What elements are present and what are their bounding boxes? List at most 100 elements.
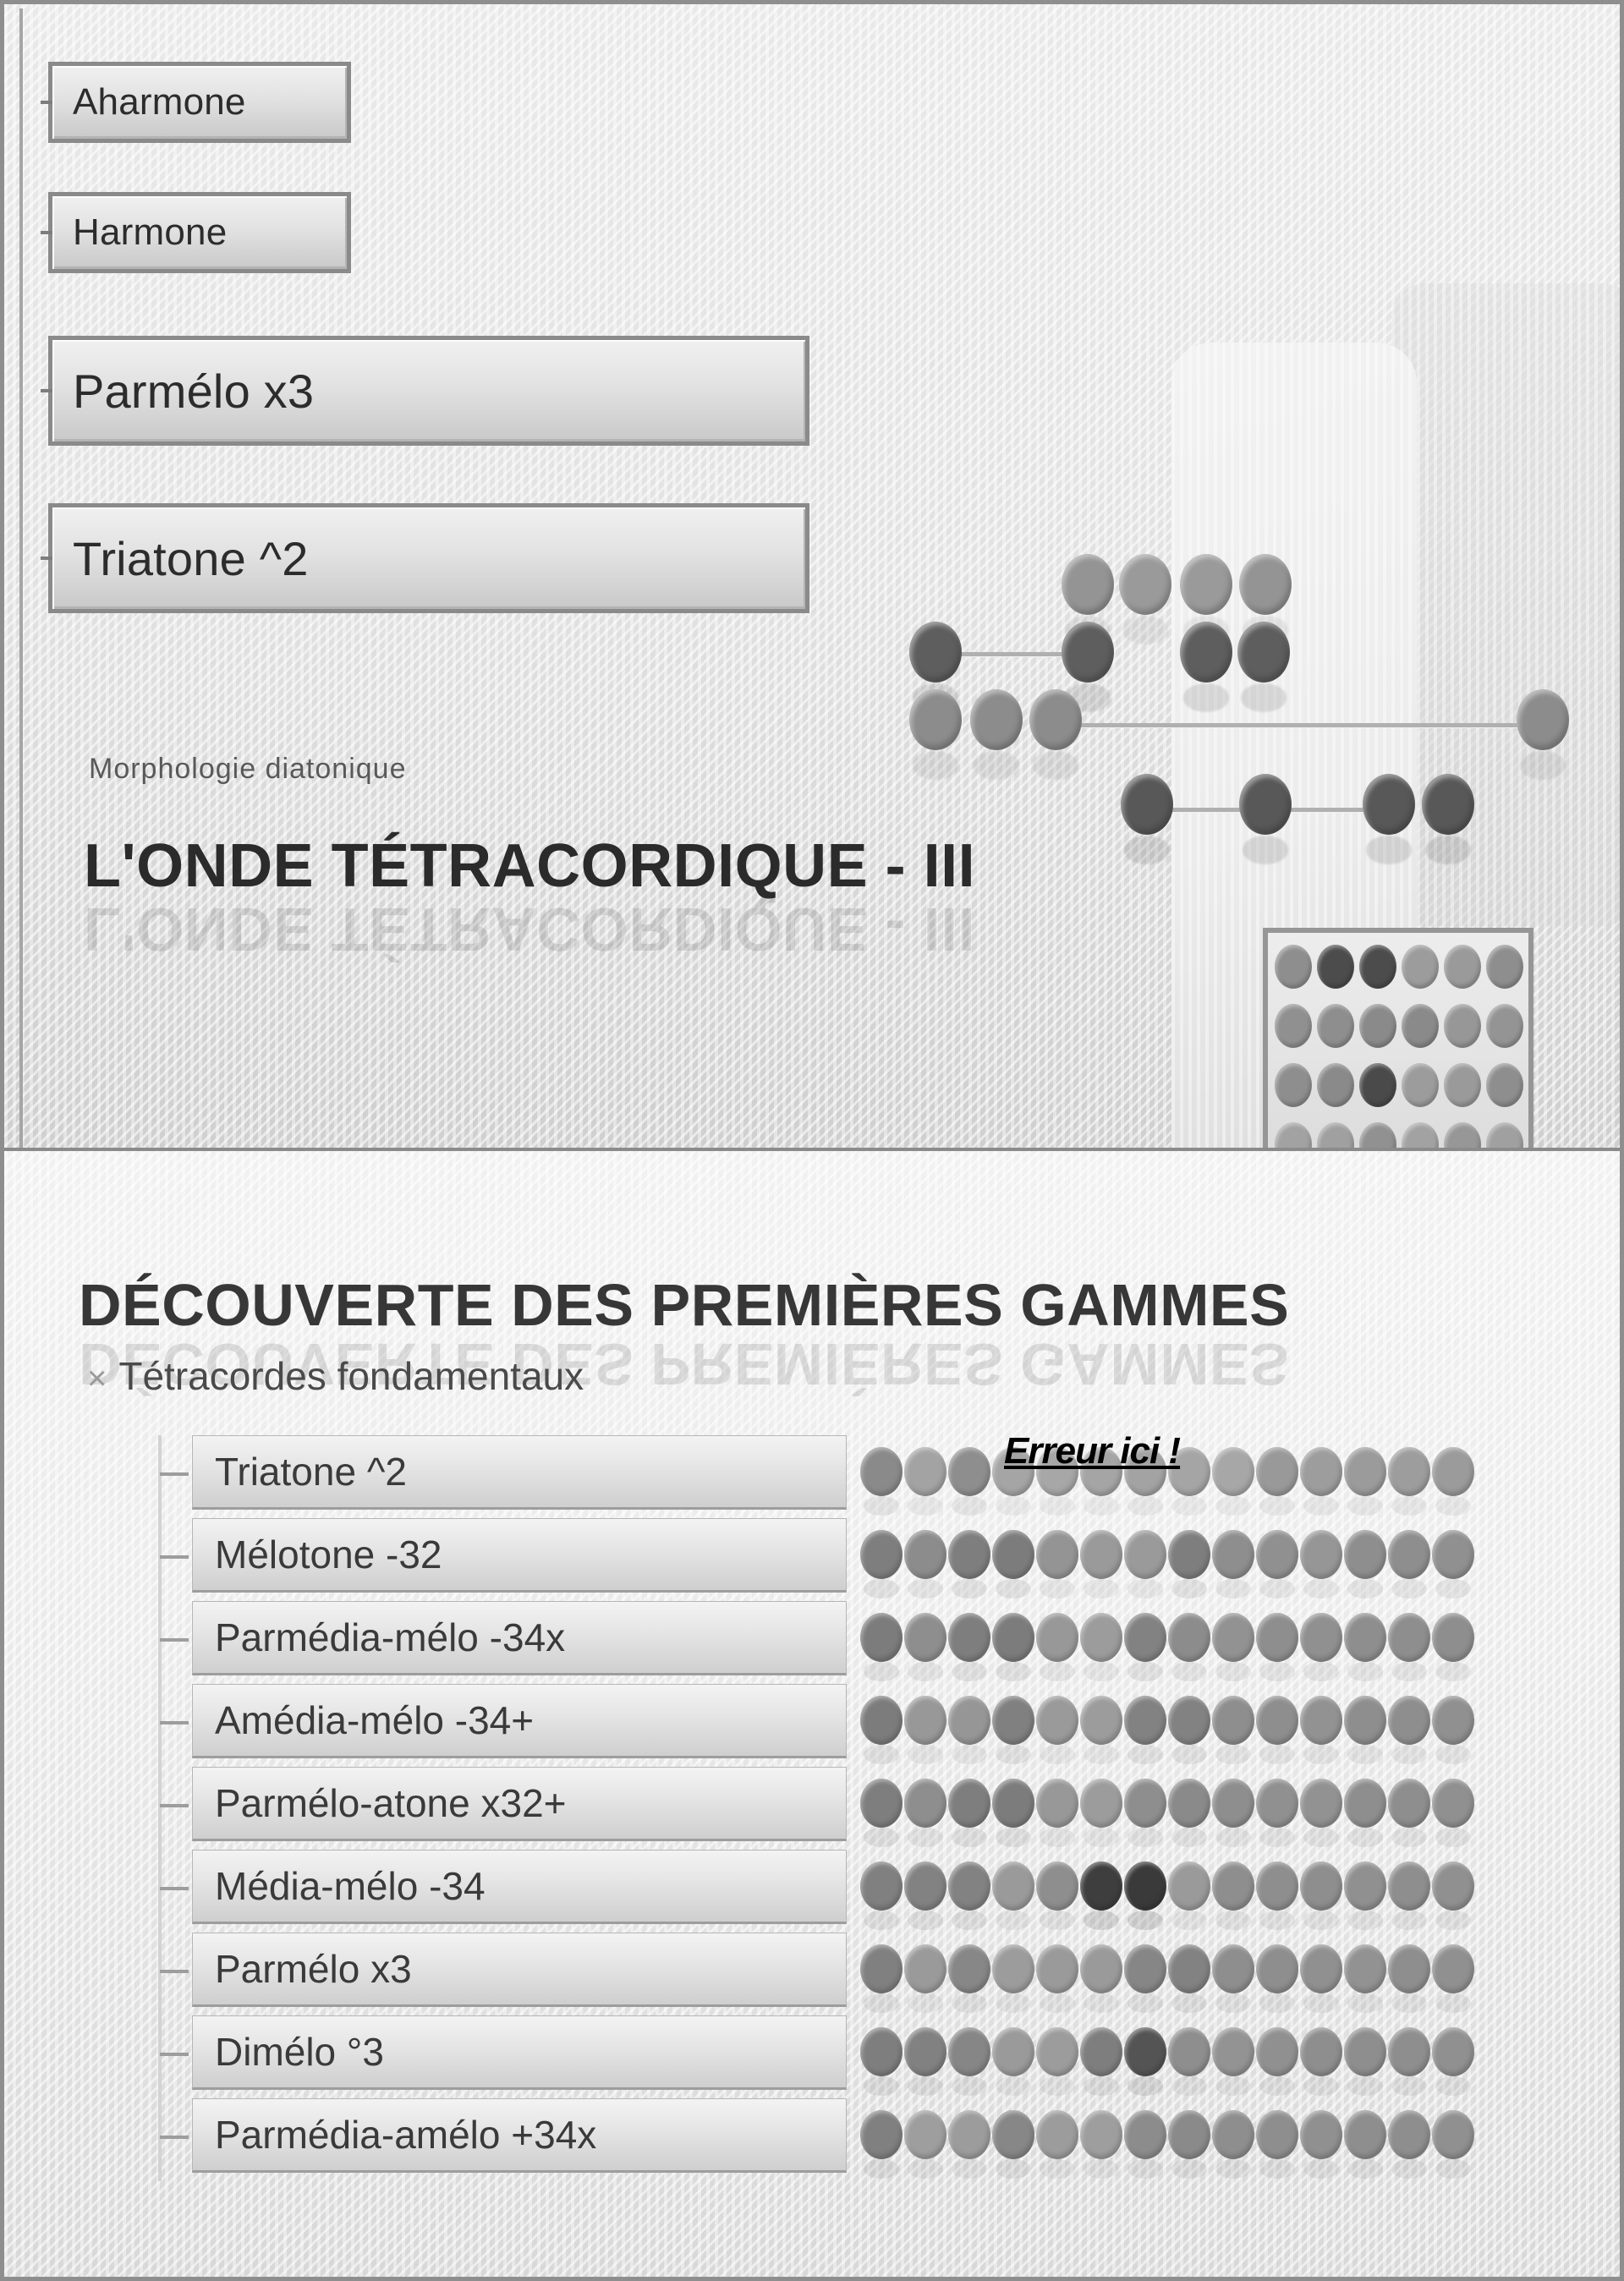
list-item[interactable]: Triatone ^2	[158, 1435, 847, 1518]
tone-dot	[1344, 1447, 1386, 1516]
mini-grid-dot	[1317, 1063, 1354, 1107]
list-item[interactable]: Parmélo x3	[158, 1933, 847, 2015]
mini-grid-dot	[1486, 1004, 1523, 1048]
list-connector-stem	[158, 1684, 162, 1767]
tone-dot	[1300, 2110, 1342, 2180]
list-item[interactable]: Média-mélo -34	[158, 1850, 847, 1933]
tone-dot	[1168, 2110, 1210, 2180]
node-dot	[909, 622, 962, 683]
tick-marker-icon	[41, 557, 52, 560]
list-item[interactable]: Dimélo °3	[158, 2015, 847, 2098]
tone-dot	[1256, 1944, 1298, 2014]
list-connector-stem	[158, 1435, 162, 1518]
tone-dot	[1168, 1696, 1210, 1765]
mini-grid-dot	[1444, 1004, 1481, 1048]
tone-dot	[1036, 1613, 1078, 1682]
button-triatone-2[interactable]: Triatone ^2	[41, 503, 809, 613]
node-dot	[1119, 554, 1171, 615]
node-dot	[970, 689, 1023, 750]
node-dot	[1517, 689, 1569, 750]
dot-matrix-row	[860, 1691, 1478, 1774]
list-connector-dash-icon	[160, 1804, 189, 1807]
tone-dot	[1256, 1779, 1298, 1848]
slide-divider	[4, 1148, 1620, 1151]
tone-dot	[1256, 2027, 1298, 2097]
tetrachord-button[interactable]: Parmélo-atone x32+	[192, 1767, 847, 1841]
tetrachord-button[interactable]: Parmédia-mélo -34x	[192, 1601, 847, 1675]
node-dot	[1062, 554, 1114, 615]
dot-matrix-row	[860, 2022, 1478, 2105]
list-connector-dash-icon	[160, 2136, 189, 2139]
list-item[interactable]: Mélotone -32	[158, 1518, 847, 1601]
list-item[interactable]: Parmédia-amélo +34x	[158, 2098, 847, 2181]
button-triatone-2-label: Triatone ^2	[73, 531, 309, 585]
node-dot	[1422, 774, 1474, 835]
tetrachord-button-label: Parmédia-mélo -34x	[215, 1615, 566, 1659]
tone-dot	[1432, 1862, 1474, 1931]
tone-dot	[860, 2027, 903, 2097]
list-item[interactable]: Amédia-mélo -34+	[158, 1684, 847, 1767]
tone-dot	[1036, 2110, 1078, 2180]
tetrachord-list: Triatone ^2 Mélotone -32 Parmédia-mélo -34…	[158, 1435, 847, 2181]
upper-slide: Aharmone Harmone Parmélo x3 Triatone ^2 …	[4, 4, 1620, 1150]
button-aharmone[interactable]: Aharmone	[41, 62, 351, 143]
node-graph	[892, 520, 1586, 875]
tone-dot	[1256, 1862, 1298, 1931]
tetrachord-button[interactable]: Mélotone -32	[192, 1518, 847, 1593]
tone-dot	[1124, 1779, 1166, 1848]
mini-grid-dot	[1359, 1063, 1396, 1107]
list-connector-dash-icon	[160, 1887, 189, 1890]
mini-grid-dot	[1317, 1004, 1354, 1048]
tone-dot	[992, 1779, 1034, 1848]
node-link	[1062, 723, 1527, 727]
tetrachord-button-label: Média-mélo -34	[215, 1864, 486, 1908]
list-connector-stem	[158, 2015, 162, 2098]
tetrachord-button[interactable]: Parmélo x3	[192, 1933, 847, 2007]
tone-dot	[1432, 1613, 1474, 1682]
tone-dot	[904, 2027, 946, 2097]
lower-title: DÉCOUVERTE DES PREMIÈRES GAMMES	[79, 1272, 1290, 1338]
tone-dot	[1080, 1779, 1122, 1848]
tone-dot	[860, 1613, 903, 1682]
mini-grid-dot	[1486, 1122, 1523, 1150]
tetrachord-button[interactable]: Parmédia-amélo +34x	[192, 2098, 847, 2173]
mini-grid-row	[1275, 1060, 1523, 1119]
tone-dot	[1344, 1696, 1386, 1765]
tetrachord-button[interactable]: Triatone ^2	[192, 1435, 847, 1510]
list-item[interactable]: Parmédia-mélo -34x	[158, 1601, 847, 1684]
tone-dot	[1212, 1613, 1254, 1682]
mini-grid-dot	[1402, 1004, 1439, 1048]
tone-dot	[860, 1696, 903, 1765]
tone-dot	[948, 2027, 990, 2097]
tone-dot	[1080, 1696, 1122, 1765]
tone-dot	[1124, 1530, 1166, 1599]
tone-dot	[1168, 1447, 1210, 1516]
dot-matrix-row	[860, 1856, 1478, 1939]
node-dot	[1121, 774, 1173, 835]
tone-dot	[860, 1944, 903, 2014]
node-dot	[909, 689, 962, 750]
tetrachord-button[interactable]: Amédia-mélo -34+	[192, 1684, 847, 1758]
tone-dot-matrix	[860, 1442, 1478, 2188]
tetrachord-button[interactable]: Dimélo °3	[192, 2015, 847, 2090]
list-item[interactable]: Parmélo-atone x32+	[158, 1767, 847, 1850]
mini-grid-dot	[1444, 1122, 1481, 1150]
tone-dot	[992, 1613, 1034, 1682]
mini-grid-row	[1275, 1119, 1523, 1150]
tone-dot	[1124, 1613, 1166, 1682]
button-parmelo-x3-label: Parmélo x3	[73, 364, 315, 418]
tone-dot	[1212, 2027, 1254, 2097]
mini-grid-dot	[1402, 1063, 1439, 1107]
tone-dot	[1212, 1862, 1254, 1931]
tone-dot	[1300, 1779, 1342, 1848]
button-parmelo-x3[interactable]: Parmélo x3	[41, 336, 809, 446]
list-connector-stem	[158, 1601, 162, 1684]
button-harmone[interactable]: Harmone	[41, 192, 351, 273]
tone-dot	[948, 1530, 990, 1599]
tone-dot	[1080, 2027, 1122, 2097]
dot-matrix-row	[860, 1608, 1478, 1691]
tone-dot	[1168, 1613, 1210, 1682]
tone-dot	[1168, 1944, 1210, 2014]
tone-dot	[992, 1696, 1034, 1765]
tetrachord-button[interactable]: Média-mélo -34	[192, 1850, 847, 1924]
